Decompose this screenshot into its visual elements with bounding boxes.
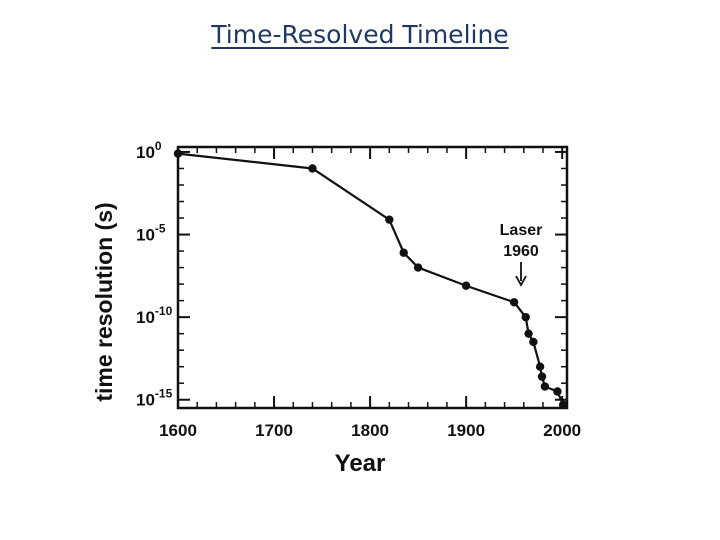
x-tick-label: 1600 [159, 421, 197, 440]
major-ticks [177, 147, 567, 408]
laser-annotation: Laser 1960 [500, 222, 543, 287]
laser-annotation-line2: 1960 [503, 243, 539, 260]
y-tick-label: 100 [136, 139, 162, 162]
data-point [529, 337, 538, 347]
minor-ticks [178, 147, 567, 408]
data-point [558, 400, 568, 409]
laser-annotation-line1: Laser [500, 222, 543, 239]
data-point [413, 263, 423, 272]
plot-frame [176, 145, 569, 410]
data-point [399, 248, 408, 257]
y-tick-label: 10-5 [136, 222, 166, 245]
y-tick-label: 10-15 [136, 387, 173, 410]
data-point [553, 387, 562, 396]
series-points [173, 149, 568, 409]
data-point [308, 164, 317, 173]
x-tick-label: 2000 [543, 421, 581, 440]
x-axis-title: Year [335, 450, 386, 477]
laser-arrow-head [515, 275, 527, 287]
x-tick-label: 1700 [255, 421, 293, 440]
y-tick-labels: 100 10-5 10-10 10-15 [136, 139, 173, 410]
data-point [521, 312, 530, 322]
slide-title: Time-Resolved Timeline [211, 20, 509, 49]
x-tick-labels: 1600 1700 1800 1900 2000 [159, 421, 581, 440]
series-line [177, 152, 565, 406]
data-point [509, 298, 519, 307]
x-tick-label: 1800 [351, 421, 389, 440]
data-point [173, 149, 183, 158]
data-point [461, 281, 471, 290]
data-point [537, 372, 547, 381]
x-tick-label: 1900 [447, 421, 485, 440]
y-axis-title: time resolution (s) [91, 202, 117, 401]
data-point [385, 215, 394, 224]
y-tick-label: 10-10 [136, 304, 173, 327]
data-point [535, 362, 545, 371]
data-point [540, 382, 550, 391]
data-point [524, 329, 533, 338]
